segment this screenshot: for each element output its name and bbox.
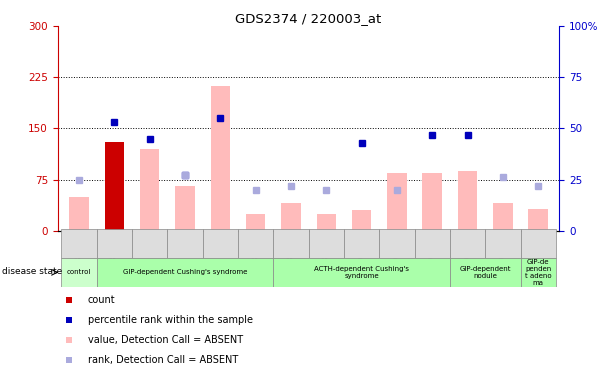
Bar [458, 171, 477, 231]
Bar [317, 214, 336, 231]
Bar [352, 210, 371, 231]
Bar [520, 229, 556, 258]
Bar [246, 214, 265, 231]
Text: value, Detection Call = ABSENT: value, Detection Call = ABSENT [88, 335, 243, 345]
Text: control: control [67, 269, 91, 275]
Bar [387, 173, 407, 231]
Text: GIP-de
penden
t adeno
ma: GIP-de penden t adeno ma [525, 259, 551, 286]
Bar [281, 203, 300, 231]
Text: count: count [88, 295, 116, 305]
Bar [69, 196, 89, 231]
Bar [273, 258, 450, 287]
Text: GIP-dependent Cushing's syndrome: GIP-dependent Cushing's syndrome [123, 269, 247, 275]
Bar [238, 229, 273, 258]
Bar [273, 229, 308, 258]
Bar [140, 149, 159, 231]
Bar [97, 229, 132, 258]
Bar [132, 229, 167, 258]
Bar [210, 86, 230, 231]
Text: rank, Detection Call = ABSENT: rank, Detection Call = ABSENT [88, 355, 238, 364]
Text: disease state: disease state [2, 267, 62, 276]
Bar [520, 258, 556, 287]
Bar [450, 229, 485, 258]
Bar [528, 209, 548, 231]
Bar [493, 203, 513, 231]
Bar [97, 258, 273, 287]
Bar [61, 229, 97, 258]
Bar [61, 258, 97, 287]
Bar [344, 229, 379, 258]
Bar [202, 229, 238, 258]
Title: GDS2374 / 220003_at: GDS2374 / 220003_at [235, 12, 382, 25]
Bar [175, 186, 195, 231]
Bar [379, 229, 415, 258]
Bar [167, 229, 202, 258]
Bar [485, 229, 520, 258]
Bar [308, 229, 344, 258]
Text: percentile rank within the sample: percentile rank within the sample [88, 315, 253, 325]
Bar [415, 229, 450, 258]
Bar [450, 258, 520, 287]
Bar [105, 142, 124, 231]
Text: GIP-dependent
nodule: GIP-dependent nodule [460, 266, 511, 279]
Text: ACTH-dependent Cushing's
syndrome: ACTH-dependent Cushing's syndrome [314, 266, 409, 279]
Bar [423, 173, 442, 231]
